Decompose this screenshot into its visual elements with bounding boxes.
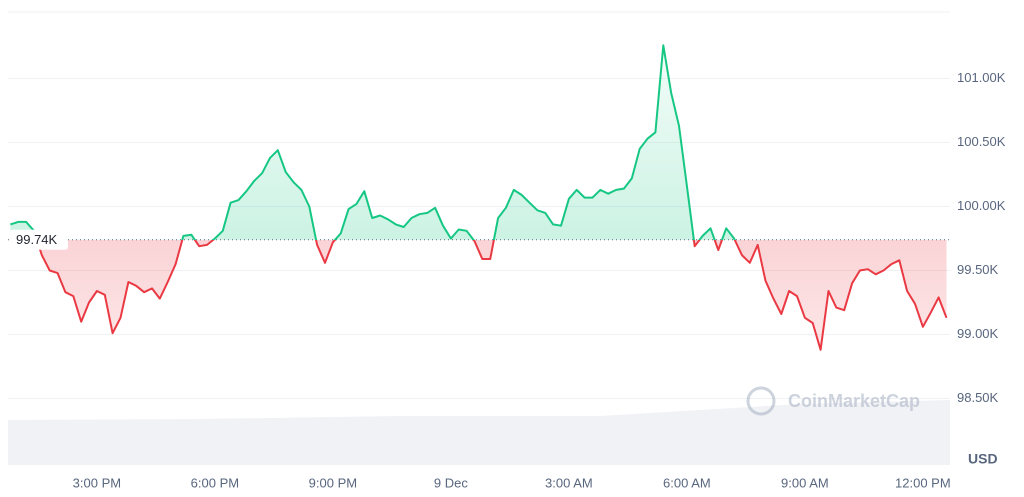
x-tick-label: 9 Dec [434,475,468,490]
baseline-label-bg [10,229,68,250]
x-tick-label: 6:00 PM [191,475,239,490]
x-tick-label: 6:00 AM [663,475,711,490]
price-area [10,45,947,350]
y-tick-label: 100.00K [957,198,1006,213]
logo [746,386,776,416]
x-tick-label: 9:00 AM [781,475,829,490]
volume-area [8,400,950,465]
plot: 99.74K [8,44,950,351]
y-tick-label: 100.50K [957,134,1006,149]
grid [8,78,950,399]
price-line [10,44,948,351]
x-tick-label: 9:00 PM [309,475,357,490]
watermark-text: CoinMarketCap [788,391,920,411]
watermark: CoinMarketCap [746,386,920,416]
y-tick-label: 98.50K [957,390,999,405]
y-tick-label: 99.50K [957,262,999,277]
baseline-label: 99.74K [16,232,58,247]
x-tick-label: 3:00 AM [545,475,593,490]
currency-label: USD [968,451,998,467]
y-tick-label: 101.00K [957,70,1006,85]
x-tick-label: 3:00 PM [73,475,121,490]
x-tick-label: 12:00 PM [895,475,951,490]
y-tick-label: 99.00K [957,326,999,341]
